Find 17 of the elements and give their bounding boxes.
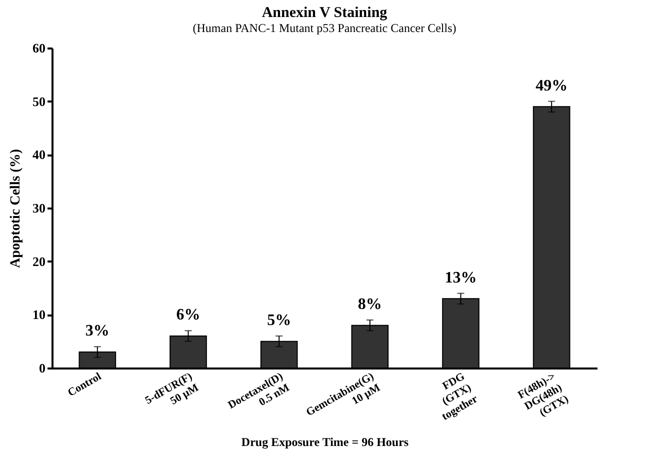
y-tick-label: 10 xyxy=(32,307,46,322)
y-tick-label: 30 xyxy=(32,200,46,216)
data-label: 8% xyxy=(358,296,382,313)
data-label: 5% xyxy=(267,312,292,329)
chart-title: Annexin V Staining xyxy=(262,5,388,21)
data-label: 49% xyxy=(536,77,568,94)
data-label: 13% xyxy=(444,269,477,286)
data-label: 3% xyxy=(85,322,110,340)
y-tick-label: 60 xyxy=(32,40,46,56)
x-axis-title: Drug Exposure Time = 96 Hours xyxy=(241,435,409,450)
y-tick-label: 20 xyxy=(32,254,46,269)
chart-subtitle: (Human PANC-1 Mutant p53 Pancreatic Cancer Cells) xyxy=(192,21,456,35)
y-tick-label: 50 xyxy=(32,94,46,109)
y-tick-label: 40 xyxy=(32,147,46,162)
data-label: 6% xyxy=(176,306,200,324)
y-axis-title: Apoptotic Cells (%) xyxy=(8,148,24,268)
y-tick-label: 0 xyxy=(39,360,46,376)
